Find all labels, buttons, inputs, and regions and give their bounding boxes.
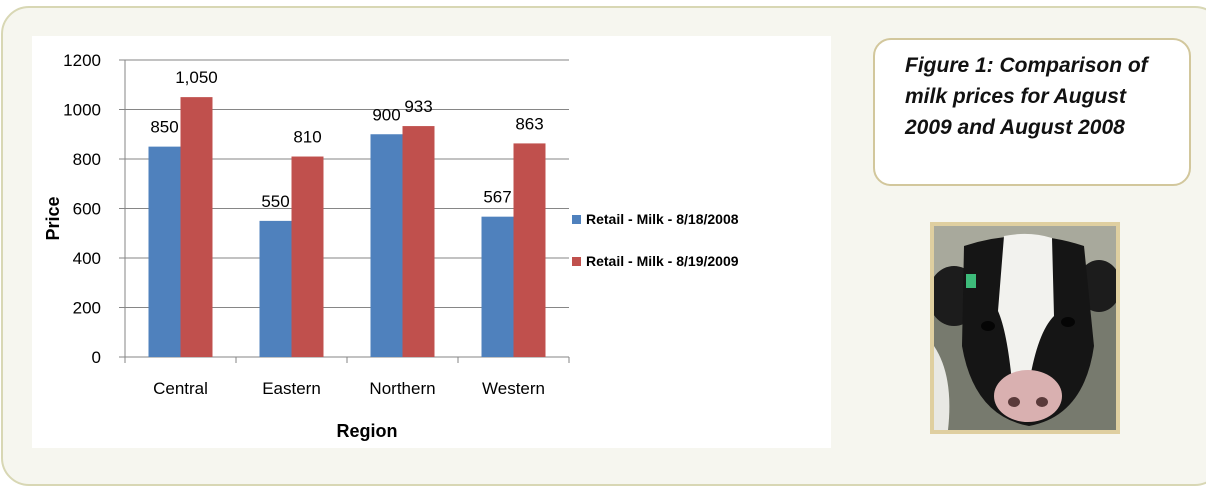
y-tick-label: 400 <box>73 249 101 268</box>
cow-photo <box>934 226 1116 430</box>
bar-western-series-1 <box>481 216 514 357</box>
chart-area: 0 200 400 600 800 1000 1200 Central 850 1,050 East… <box>32 36 831 448</box>
cow-illustration <box>934 226 1116 430</box>
data-label: 863 <box>515 114 543 133</box>
y-tick-label: 1200 <box>63 51 101 70</box>
x-axis-title: Region <box>337 421 398 441</box>
bar-northern-series-1 <box>370 134 403 357</box>
data-label: 1,050 <box>175 68 218 87</box>
bar-chart: 0 200 400 600 800 1000 1200 Central 850 1,050 East… <box>43 51 739 441</box>
bar-central-series-1 <box>148 146 181 357</box>
bar-northern-series-2 <box>402 126 435 358</box>
y-axis-title: Price <box>43 196 63 240</box>
x-tick-label: Western <box>482 379 545 398</box>
legend-swatch <box>572 257 581 266</box>
data-label: 850 <box>150 118 178 137</box>
y-tick-label: 600 <box>73 200 101 219</box>
data-label: 567 <box>483 188 511 207</box>
bar-eastern-series-1 <box>259 220 292 357</box>
photo-frame <box>930 222 1120 434</box>
bar-western-series-2 <box>513 143 546 357</box>
x-tick-label: Eastern <box>262 379 321 398</box>
data-label: 550 <box>261 192 289 211</box>
legend-label: Retail - Milk - 8/18/2008 <box>586 211 739 227</box>
x-tick-label: Central <box>153 379 208 398</box>
y-tick-label: 0 <box>92 348 101 367</box>
x-tick-label: Northern <box>369 379 435 398</box>
bar-central-series-2 <box>180 97 213 357</box>
y-tick-label: 800 <box>73 150 101 169</box>
y-tick-label: 200 <box>73 299 101 318</box>
bar-eastern-series-2 <box>291 156 324 357</box>
caption-box: Figure 1: Comparison of milk prices for … <box>873 38 1191 186</box>
data-label: 933 <box>404 97 432 116</box>
data-label: 810 <box>293 128 321 147</box>
legend-label: Retail - Milk - 8/19/2009 <box>586 253 739 269</box>
y-tick-label: 1000 <box>63 101 101 120</box>
figure-caption: Figure 1: Comparison of milk prices for … <box>905 54 1148 139</box>
legend-swatch <box>572 215 581 224</box>
data-label: 900 <box>372 105 400 124</box>
